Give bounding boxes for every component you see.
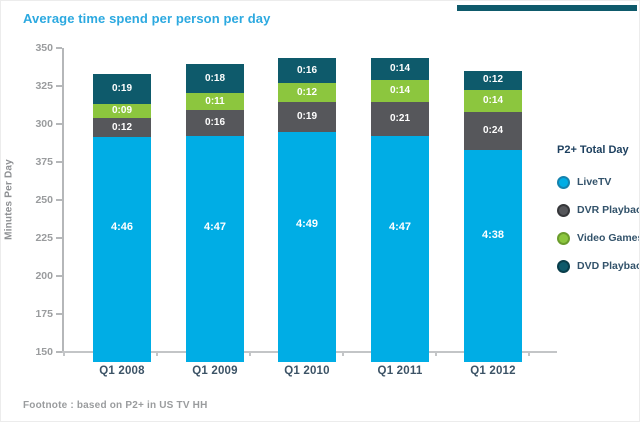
y-tick-label: 150 (35, 346, 53, 358)
segment-value-label: 0:18 (204, 72, 225, 84)
segment-value-label: 0:16 (296, 64, 317, 76)
legend-item-video-games: Video Games (557, 224, 640, 252)
legend: P2+ Total Day LiveTV DVR Playback Video Ga… (557, 144, 640, 280)
segment-value-label: 4:47 (203, 220, 227, 233)
footnote: Footnote : based on P2+ in US TV HH (23, 400, 208, 411)
legend-marker-icon (557, 175, 570, 189)
segment-livetv: 4:49 (278, 132, 336, 362)
segment-video-games: 0:11 (186, 92, 244, 111)
legend-label: LiveTV (577, 176, 612, 188)
x-tick-mark (63, 352, 65, 356)
legend-items: LiveTV DVR Playback Video Games DVD Playbac… (557, 168, 640, 280)
legend-title: P2+ Total Day (557, 144, 629, 156)
segment-value-label: 0:14 (389, 85, 410, 97)
legend-item-dvd-playback: DVD Playback (557, 252, 639, 280)
y-tick-label: 375 (35, 156, 53, 168)
segment-value-label: 0:16 (204, 116, 225, 128)
segment-value-label: 4:49 (295, 218, 319, 231)
x-tick-mark (435, 352, 437, 356)
segment-value-label: 0:09 (111, 105, 132, 117)
y-tick-label: 225 (35, 232, 53, 244)
y-tick-mark (56, 199, 62, 201)
stacked-bar-q1-2008: 0:19 0:09 0:12 4:46 (93, 73, 151, 362)
y-tick-label: 250 (35, 194, 53, 206)
y-tick-mark (56, 85, 62, 87)
segment-dvr-playback: 0:19 (278, 102, 336, 133)
x-tick-mark (156, 352, 158, 356)
segment-dvr-playback: 0:16 (186, 110, 244, 136)
y-tick-mark (56, 123, 62, 125)
x-tick-mark (528, 352, 530, 356)
segment-dvd-playback: 0:19 (93, 73, 151, 104)
x-category-label: Q1 2011 (377, 365, 423, 377)
segment-dvr-playback: 0:21 (371, 102, 429, 136)
segment-video-games: 0:14 (464, 89, 522, 112)
y-tick-mark (56, 161, 62, 163)
segment-video-games: 0:12 (278, 83, 336, 103)
top-accent-bar (457, 5, 637, 11)
segment-livetv: 4:47 (186, 135, 244, 362)
segment-value-label: 0:11 (205, 95, 225, 107)
y-tick-mark (56, 351, 62, 353)
segment-dvr-playback: 0:24 (464, 111, 522, 150)
segment-value-label: 4:47 (388, 220, 412, 233)
x-category-label: Q1 2008 (99, 365, 145, 377)
y-axis-line (62, 48, 64, 352)
stacked-bar-q1-2011: 0:14 0:14 0:21 4:47 (371, 58, 429, 362)
legend-item-dvr-playback: DVR Playback (557, 196, 639, 224)
legend-marker-icon (557, 231, 570, 245)
segment-video-games: 0:09 (93, 103, 151, 119)
y-tick-label: 350 (35, 42, 53, 54)
segment-dvd-playback: 0:18 (186, 64, 244, 93)
segment-dvd-playback: 0:12 (464, 70, 522, 90)
segment-dvd-playback: 0:14 (371, 58, 429, 81)
y-tick-label: 325 (35, 80, 53, 92)
x-tick-mark (342, 352, 344, 356)
stacked-bar-q1-2010: 0:16 0:12 0:19 4:49 (278, 58, 336, 362)
y-tick-mark (56, 47, 62, 49)
segment-value-label: 4:38 (481, 228, 505, 241)
stacked-bar-q1-2012: 0:12 0:14 0:24 4:38 (464, 70, 522, 362)
x-tick-mark (249, 352, 251, 356)
segment-value-label: 0:19 (111, 82, 132, 94)
segment-value-label: 0:24 (482, 124, 503, 136)
legend-label: DVR Playback (577, 204, 639, 216)
segment-value-label: 0:14 (482, 94, 503, 106)
segment-livetv: 4:47 (371, 135, 429, 362)
legend-marker-icon (557, 203, 570, 217)
segment-value-label: 4:46 (110, 221, 134, 234)
y-tick-mark (56, 237, 62, 239)
segment-value-label: 0:21 (389, 112, 410, 124)
y-tick-label: 300 (35, 118, 53, 130)
x-category-label: Q1 2010 (284, 365, 330, 377)
x-category-label: Q1 2012 (470, 365, 516, 377)
y-tick-label: 175 (35, 308, 53, 320)
segment-value-label: 0:12 (296, 86, 317, 98)
segment-video-games: 0:14 (371, 80, 429, 103)
segment-dvr-playback: 0:12 (93, 118, 151, 138)
y-axis-title: Minutes Per Day (3, 159, 15, 240)
segment-value-label: 0:19 (296, 111, 317, 123)
segment-dvd-playback: 0:16 (278, 58, 336, 84)
segment-livetv: 4:46 (93, 137, 151, 362)
segment-value-label: 0:12 (111, 121, 132, 133)
legend-label: Video Games (577, 232, 640, 244)
legend-item-livetv: LiveTV (557, 168, 639, 196)
y-tick-mark (56, 275, 62, 277)
x-category-label: Q1 2009 (192, 365, 238, 377)
legend-marker-icon (557, 259, 570, 273)
segment-livetv: 4:38 (464, 149, 522, 362)
chart-title: Average time spend per person per day (23, 11, 271, 26)
segment-value-label: 0:14 (389, 63, 410, 75)
y-tick-mark (56, 313, 62, 315)
y-tick-label: 200 (35, 270, 53, 282)
stacked-bar-q1-2009: 0:18 0:11 0:16 4:47 (186, 64, 244, 362)
segment-value-label: 0:12 (482, 74, 503, 86)
legend-label: DVD Playback (577, 260, 639, 272)
